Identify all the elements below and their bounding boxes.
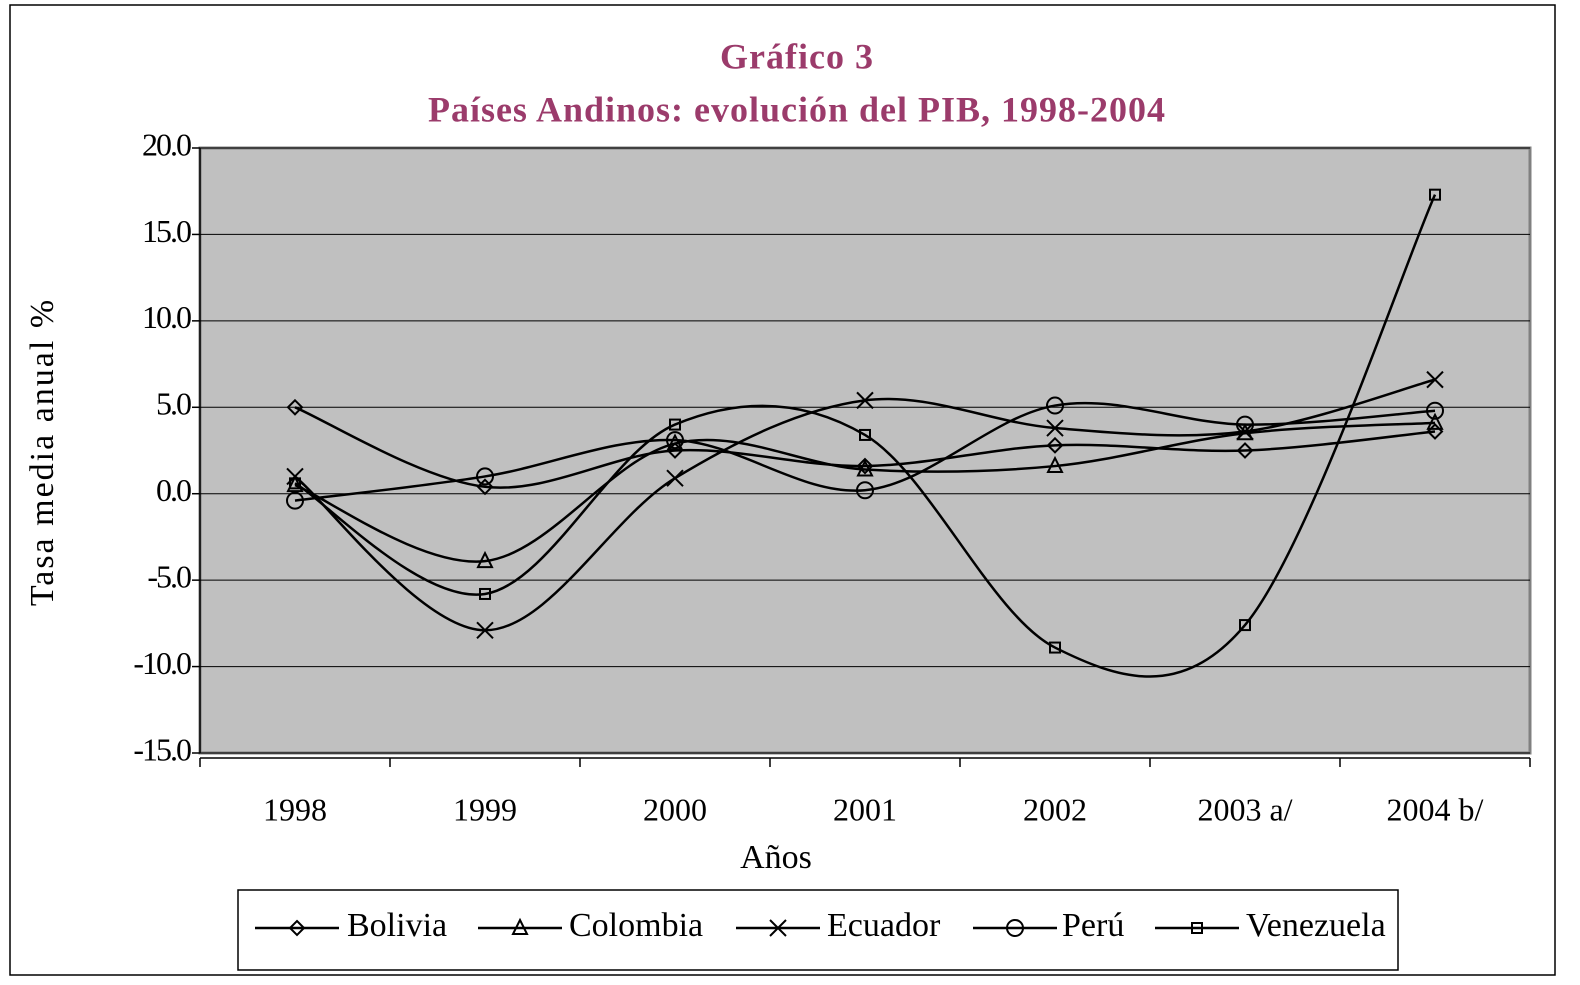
marker	[1049, 641, 1061, 654]
y-tick-label: -5.0	[147, 558, 191, 594]
marker	[769, 919, 787, 937]
marker	[1426, 370, 1444, 389]
x-tick-label: 2000	[643, 791, 707, 827]
marker	[511, 917, 529, 935]
y-tick-label: 15.0	[142, 213, 191, 249]
series-line	[294, 401, 1436, 502]
marker	[666, 469, 684, 487]
y-tick-label: 0.0	[156, 472, 191, 508]
marker	[1046, 436, 1064, 454]
marker	[1046, 396, 1064, 415]
marker	[1006, 919, 1024, 937]
marker	[288, 919, 306, 937]
marker	[1046, 419, 1064, 437]
legend-item: Venezuela	[1155, 907, 1386, 944]
marker	[479, 587, 491, 600]
series-line	[294, 406, 1436, 489]
legend-item: Colombia	[478, 907, 703, 944]
chart-title: Gráfico 3	[720, 36, 874, 76]
series-line	[294, 194, 1437, 678]
marker	[1046, 455, 1064, 474]
y-axis-label: Tasa media anual %	[24, 298, 61, 606]
legend-label: Colombia	[569, 907, 703, 944]
marker	[856, 391, 874, 410]
marker	[1239, 619, 1251, 632]
legend-item: Ecuador	[736, 907, 941, 944]
marker	[666, 431, 684, 450]
marker	[666, 442, 684, 459]
marker	[1191, 922, 1203, 934]
marker	[859, 428, 871, 441]
y-tick-label: 5.0	[156, 386, 191, 422]
legend-label: Ecuador	[827, 907, 941, 944]
marker	[856, 459, 874, 477]
legend-label: Bolivia	[347, 907, 447, 944]
marker	[476, 478, 494, 496]
marker	[286, 398, 304, 416]
marker	[286, 491, 304, 510]
marker	[669, 418, 681, 431]
chart-subtitle: Países Andinos: evolución del PIB, 1998-…	[428, 89, 1166, 129]
marker	[856, 457, 874, 475]
marker	[666, 433, 684, 451]
x-tick-label: 2003 a/	[1197, 791, 1292, 827]
legend-label: Perú	[1062, 907, 1124, 944]
marker	[856, 481, 874, 500]
marker	[476, 550, 494, 569]
y-tick-label: 10.0	[142, 299, 191, 335]
legend-label: Venezuela	[1246, 907, 1386, 944]
marker	[286, 474, 304, 493]
x-tick-label: 2001	[833, 791, 897, 827]
y-tick-label: 20.0	[142, 126, 191, 162]
plot-area	[198, 146, 1532, 755]
legend-box	[237, 889, 1399, 971]
marker	[289, 477, 301, 490]
x-tick-label: 1998	[263, 791, 327, 827]
marker	[1429, 188, 1441, 201]
marker	[1236, 442, 1254, 459]
x-tick-label: 2004 b/	[1387, 791, 1484, 827]
y-tick-label: -10.0	[133, 645, 191, 681]
marker	[1426, 401, 1444, 420]
x-tick-label: 1999	[453, 791, 517, 827]
marker	[1426, 412, 1444, 430]
x-axis-label: Años	[740, 839, 812, 876]
marker	[476, 467, 494, 486]
legend-item: Bolivia	[255, 907, 447, 944]
y-tick-label: -15.0	[133, 731, 191, 767]
marker	[476, 621, 494, 639]
legend-item: Perú	[973, 907, 1124, 944]
marker	[1236, 415, 1254, 434]
marker	[1236, 422, 1254, 441]
x-tick-label: 2002	[1023, 791, 1087, 827]
